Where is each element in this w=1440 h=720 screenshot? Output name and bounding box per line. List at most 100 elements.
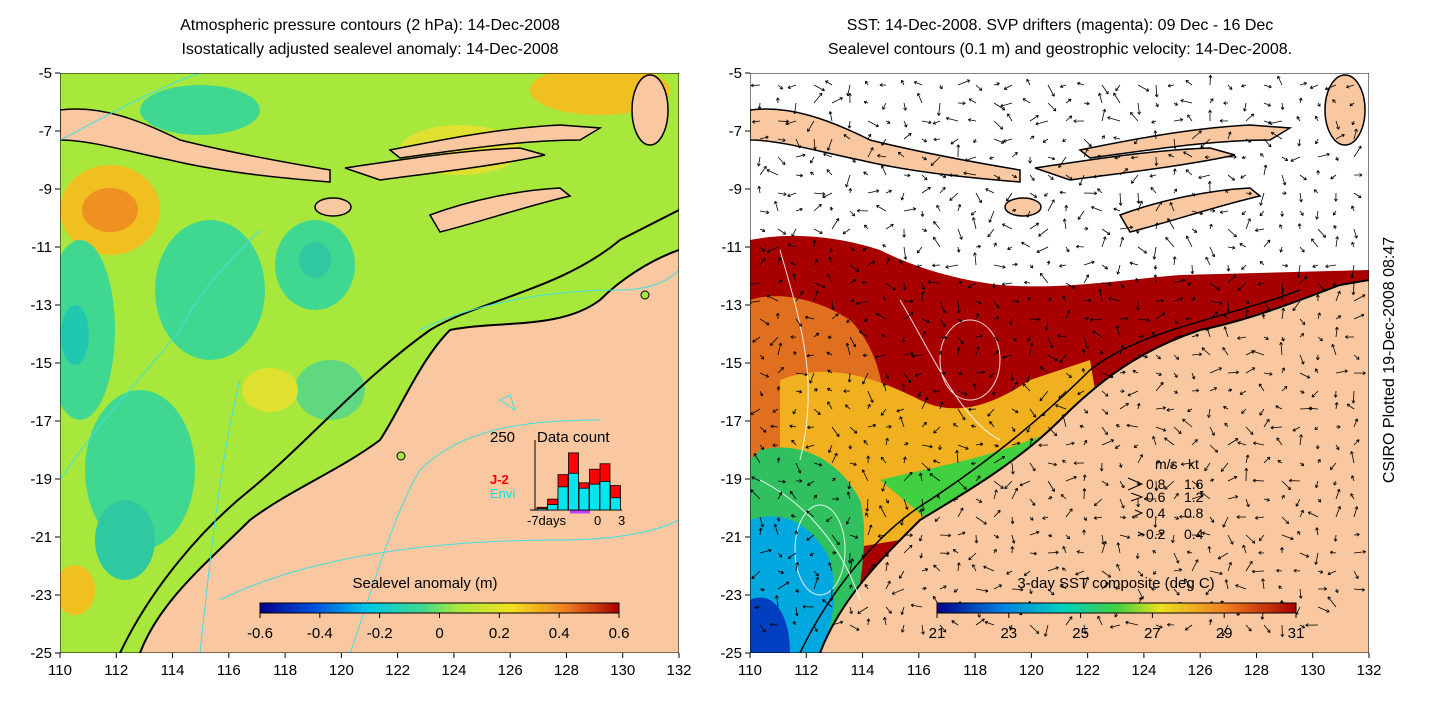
sst-map: [750, 73, 1369, 653]
lat-tick-label: -11: [31, 239, 52, 256]
lon-tick-label: 120: [1019, 662, 1044, 679]
inset-bar-envi: [536, 508, 548, 511]
data-count-inset: 250 Data count J-2 Envi -7days 0 3: [490, 429, 625, 528]
inset-bar-envi: [568, 472, 579, 511]
lat-tick-label: -19: [720, 471, 742, 488]
inset-bar-envi: [610, 497, 621, 511]
lat-tick-label: -7: [39, 123, 52, 140]
inset-series-envi-label: Envi: [490, 486, 515, 501]
colorbar-tick-label: 25: [1072, 625, 1089, 642]
lat-tick-label: -9: [39, 181, 52, 198]
legend-row: 0.8 1.6: [1127, 476, 1204, 492]
right-title-line2: Sealevel contours (0.1 m) and geostrophi…: [827, 41, 1293, 58]
lon-tick-label: 116: [217, 662, 241, 679]
lon-tick-label: 130: [1300, 662, 1325, 679]
lat-tick-label: -13: [30, 297, 52, 314]
lat-tick-label: -21: [720, 529, 742, 546]
lon-tick-label: 128: [1244, 662, 1269, 679]
sla-colorbar-label: Sealevel anomaly (m): [352, 575, 497, 592]
legend-row-kt: 0.4: [1184, 526, 1204, 542]
colorbar-tick-label: 23: [1000, 625, 1017, 642]
legend-row-kt: 1.2: [1184, 489, 1204, 505]
lon-tick-label: 110: [48, 662, 72, 679]
lat-tick-label: -5: [729, 65, 742, 82]
lon-tick-label: 112: [104, 662, 128, 679]
colorbar-tick-label: 29: [1216, 625, 1233, 642]
lon-tick-label: 110: [738, 662, 762, 679]
sla-colorbar-ticks: -0.6 -0.4 -0.2 0 0.2 0.4 0.6: [247, 613, 629, 642]
inset-bar-envi: [557, 486, 569, 511]
lon-tick-label: 132: [1356, 662, 1381, 679]
pressure-contours: [60, 73, 679, 653]
lat-tick-label: -9: [729, 181, 742, 198]
lon-tick-label: 126: [498, 662, 523, 679]
australia-landmass-right: [820, 280, 1369, 653]
coastline-right: [819, 279, 1369, 653]
inset-xlabel-end: 3: [618, 513, 625, 528]
lon-tick-label: 118: [273, 662, 297, 679]
lat-tick-label: -17: [720, 413, 742, 430]
colorbar-tick-label: 0.6: [609, 625, 630, 642]
lon-tick-label: 122: [385, 662, 410, 679]
lon-tick-label: 124: [1131, 662, 1156, 679]
legend-row-ms: 0.2: [1146, 526, 1166, 542]
legend-row: 0.6 1.2: [1130, 489, 1204, 505]
lat-tick-label: -15: [30, 355, 52, 372]
lon-tick-label: 130: [610, 662, 635, 679]
bathymetry-contour: [119, 209, 679, 653]
inset-title: Data count: [537, 429, 610, 446]
lon-tick-label: 122: [1075, 662, 1100, 679]
legend-row: 0.4 0.8: [1134, 505, 1204, 521]
lat-tick-label: -19: [30, 471, 52, 488]
lon-tick-label: 114: [851, 662, 875, 679]
legend-row-ms: 0.6: [1146, 489, 1166, 505]
colorbar-tick-label: 31: [1288, 625, 1305, 642]
legend-header-kt: kt: [1188, 456, 1199, 472]
lat-tick-label: -5: [39, 65, 52, 82]
lat-tick-label: -13: [720, 297, 742, 314]
sst-colorbar-label: 3-day SST composite (deg C): [1017, 575, 1214, 592]
timor-islands: [60, 74, 669, 233]
colorbar-tick-label: 0.2: [489, 625, 510, 642]
colorbar-tick-label: 27: [1144, 625, 1161, 642]
inset-bar-envi: [578, 487, 590, 511]
timor-islands-right: [750, 74, 1366, 233]
sla-colorbar-ramp: [259, 602, 620, 614]
lat-tick-label: -25: [30, 645, 52, 662]
lat-tick-label: -11: [721, 239, 742, 256]
lat-tick-label: -23: [720, 587, 742, 604]
sealevel-contours: [759, 249, 1001, 601]
legend-row: 0.2 0.4: [1137, 526, 1204, 542]
right-axes: 110 112 114 116 118 120 122 124 126 128 130 132 -5 -7…: [720, 65, 1381, 679]
inset-xlabel-start: -7days: [527, 513, 567, 528]
lat-tick-label: -25: [720, 645, 742, 662]
inset-bar-envi: [599, 481, 611, 511]
lon-tick-label: 118: [963, 662, 987, 679]
inset-series-j2-label: J-2: [490, 472, 509, 487]
sealevel-anomaly-map: [60, 73, 679, 653]
lon-tick-label: 120: [329, 662, 354, 679]
colorbar-tick-label: 0: [435, 625, 443, 642]
sst-colorbar-ticks: 21 23 25 27 29 31: [929, 613, 1305, 642]
left-axes: 110 112 114 116 118 120 122 124 126 128 130 132 -5 -7…: [30, 65, 691, 679]
inset-bars: [536, 452, 621, 511]
colorbar-tick-label: -0.6: [247, 625, 273, 642]
legend-row-kt: 0.8: [1184, 505, 1204, 521]
legend-row-kt: 1.6: [1184, 476, 1204, 492]
colorbar-tick-label: -0.4: [307, 625, 333, 642]
sla-colorbar: Sealevel anomaly (m) -0.6 -0.4 -0.2 0 0.2 0.4…: [247, 575, 629, 642]
geostrophic-velocity-vectors: [750, 74, 1366, 637]
lon-tick-label: 116: [907, 662, 931, 679]
lon-tick-label: 124: [441, 662, 466, 679]
lat-tick-label: -21: [30, 529, 52, 546]
legend-row-ms: 0.4: [1146, 505, 1166, 521]
lon-tick-label: 114: [161, 662, 185, 679]
legend-row-ms: 0.8: [1146, 476, 1166, 492]
lon-tick-label: 128: [554, 662, 579, 679]
colorbar-tick-label: -0.2: [367, 625, 393, 642]
lon-tick-label: 132: [666, 662, 691, 679]
sst-colorbar: 3-day SST composite (deg C) 21 23 25 27 29 31: [929, 575, 1305, 642]
inset-ymax-label: 250: [490, 429, 515, 446]
lat-tick-label: -15: [720, 355, 742, 372]
